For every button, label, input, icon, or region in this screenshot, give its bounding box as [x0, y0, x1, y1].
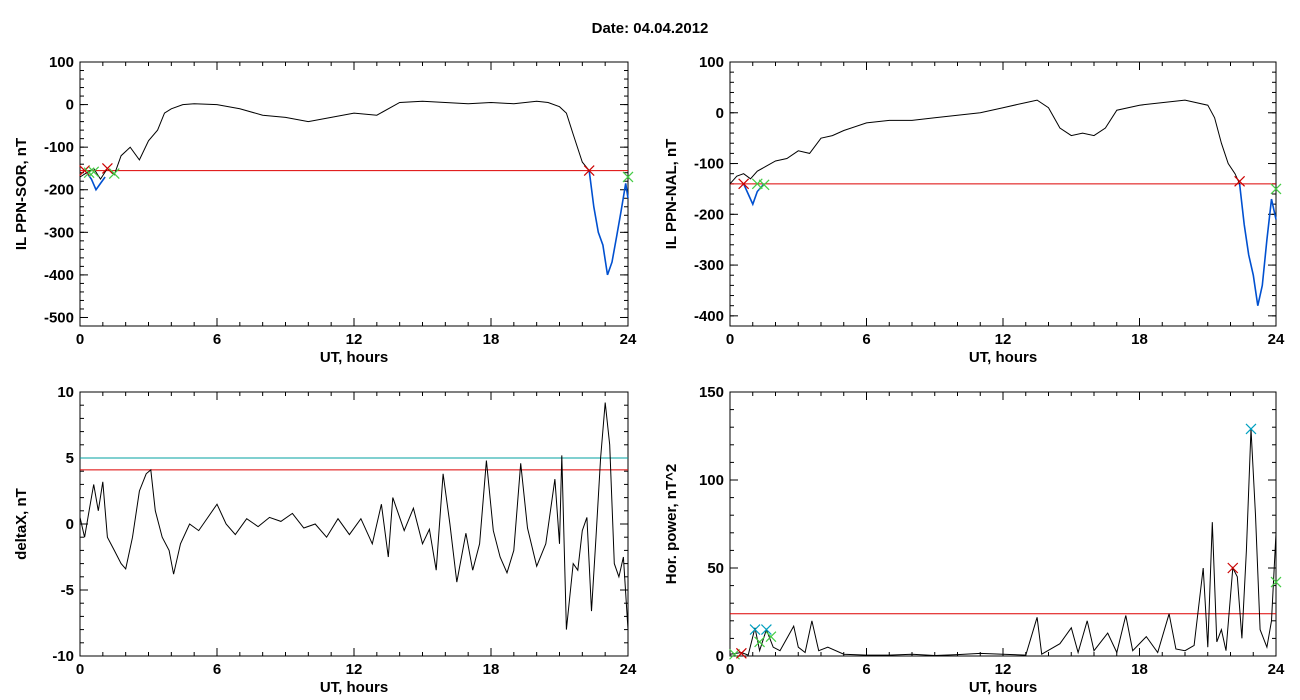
x-tick-label: 12 — [346, 661, 363, 678]
chart-panel-4: 0 6 12 18 24 150 100 50 0 UT, hours Hor. power, nT… — [663, 384, 1285, 696]
series-line-0 — [79, 402, 629, 630]
plot-frame — [79, 391, 629, 657]
marker-green — [758, 179, 770, 191]
chart-panel-3: 0 6 12 18 24 10 5 0 -5 -10 UT, hours deltaX, nT — [13, 384, 637, 696]
y-tick-label: 100 — [699, 472, 724, 489]
y-tick-label: -300 — [44, 224, 74, 241]
x-axis-title: UT, hours — [320, 349, 388, 366]
chart-panel-1: 0 6 12 18 24 100 0 -100 -200 -300 -400 -500 UT, hour… — [13, 54, 637, 366]
marker-red — [735, 647, 747, 659]
x-tick-label: 12 — [995, 331, 1012, 348]
series-line-blue — [1238, 183, 1277, 306]
series-line-0 — [729, 99, 1241, 185]
x-tick-label: 0 — [726, 331, 734, 348]
x-tick-label: 0 — [726, 661, 734, 678]
y-axis-title: Hor. power, nT^2 — [663, 464, 680, 584]
y-tick-label: -5 — [61, 582, 74, 599]
x-axis-title: UT, hours — [320, 679, 388, 696]
marker-red — [738, 178, 750, 190]
marker-green — [751, 178, 763, 190]
x-tick-label: 6 — [213, 661, 221, 678]
marker-green — [765, 631, 777, 643]
series-line-blue — [588, 170, 629, 276]
y-tick-label: 100 — [49, 54, 74, 71]
marker-green — [108, 168, 120, 179]
x-tick-label: 12 — [346, 331, 363, 348]
series-line-0 — [79, 100, 590, 181]
x-tick-label: 24 — [620, 331, 637, 348]
y-tick-label: -300 — [694, 257, 724, 274]
y-axis-title: IL PPN-SOR, nT — [13, 138, 30, 250]
marker-green — [83, 167, 95, 179]
series-line-0 — [729, 428, 1277, 657]
marker-red — [1227, 562, 1239, 574]
y-axis-title: deltaX, nT — [13, 488, 30, 560]
y-tick-label: 0 — [716, 648, 724, 665]
y-tick-label: -200 — [694, 206, 724, 223]
x-tick-label: 18 — [483, 331, 500, 348]
x-tick-label: 24 — [1268, 661, 1285, 678]
y-tick-label: 0 — [66, 516, 74, 533]
marker-red — [1234, 175, 1246, 187]
x-tick-label: 0 — [76, 661, 84, 678]
marker-green — [622, 171, 634, 183]
plot-frame — [79, 61, 629, 327]
x-tick-label: 6 — [862, 661, 870, 678]
marker-cyan — [760, 624, 772, 636]
series-line-blue — [86, 172, 106, 192]
marker-green — [1270, 576, 1282, 588]
x-tick-label: 18 — [1131, 331, 1148, 348]
marker-green — [1270, 183, 1282, 195]
y-tick-label: 50 — [707, 560, 724, 577]
y-tick-label: -400 — [44, 267, 74, 284]
plot-frame — [729, 61, 1277, 327]
x-tick-label: 18 — [1131, 661, 1148, 678]
x-tick-label: 6 — [862, 331, 870, 348]
x-tick-label: 18 — [483, 661, 500, 678]
x-axis-title: UT, hours — [969, 679, 1037, 696]
y-tick-label: 5 — [66, 450, 74, 467]
y-tick-label: 0 — [716, 105, 724, 122]
y-tick-label: 10 — [57, 384, 74, 401]
marker-cyan — [1245, 423, 1257, 435]
y-tick-label: -100 — [694, 156, 724, 173]
marker-cyan — [749, 624, 761, 636]
marker-red — [101, 163, 113, 174]
y-tick-label: 100 — [699, 54, 724, 71]
chart-panel-2: 0 6 12 18 24 100 0 -100 -200 -300 -400 UT, hours IL … — [663, 54, 1285, 366]
plot-frame — [729, 391, 1277, 657]
y-tick-label: -200 — [44, 182, 74, 199]
x-tick-label: 12 — [995, 661, 1012, 678]
y-axis-title: IL PPN-NAL, nT — [663, 139, 680, 250]
y-tick-label: -10 — [52, 648, 74, 665]
marker-green — [754, 636, 765, 648]
x-tick-label: 24 — [1268, 331, 1285, 348]
x-tick-label: 24 — [620, 661, 637, 678]
y-tick-label: 150 — [699, 384, 724, 401]
marker-green — [88, 166, 100, 178]
y-tick-label: 0 — [66, 97, 74, 114]
x-axis-title: UT, hours — [969, 349, 1037, 366]
y-tick-label: -500 — [44, 309, 74, 326]
x-tick-label: 6 — [213, 331, 221, 348]
marker-red — [583, 165, 595, 177]
x-tick-label: 0 — [76, 331, 84, 348]
page-title: Date: 04.04.2012 — [591, 20, 709, 37]
y-tick-label: -100 — [44, 139, 74, 156]
y-tick-label: -400 — [694, 308, 724, 325]
